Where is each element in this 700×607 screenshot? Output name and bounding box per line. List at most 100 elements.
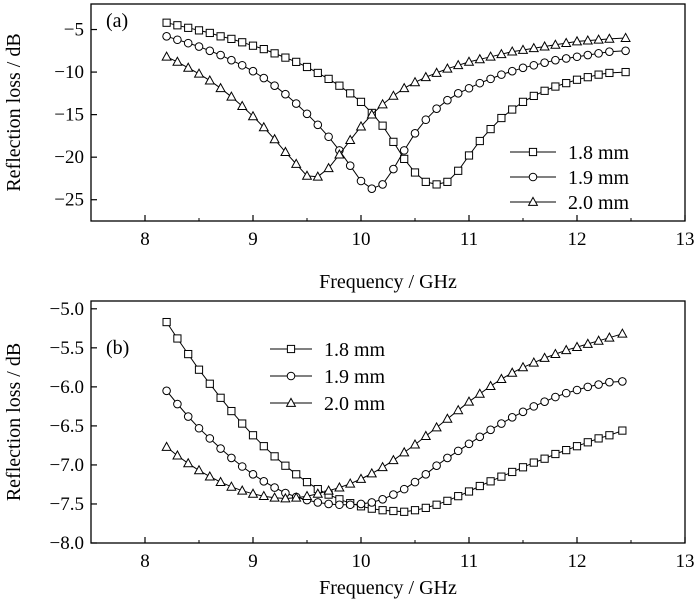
panel-label: (b): [106, 337, 129, 359]
data-point: [227, 453, 236, 463]
data-point: [292, 470, 301, 479]
legend-entry: 1.8 mm: [270, 339, 386, 361]
y-tick-label: −15: [54, 105, 84, 126]
data-point: [463, 56, 475, 66]
data-point: [464, 439, 474, 449]
legend-label: 2.0 mm: [324, 393, 386, 415]
x-axis-label: Frequency / GHz: [319, 271, 457, 293]
data-point: [247, 110, 259, 121]
data-point: [621, 46, 630, 56]
data-point: [216, 50, 225, 60]
y-axis-label: Reflection loss / dB: [3, 343, 25, 501]
data-point: [529, 91, 538, 101]
data-point: [529, 60, 539, 70]
data-point: [312, 488, 324, 498]
data-point: [344, 478, 356, 488]
data-point: [248, 66, 258, 76]
data-point: [194, 42, 204, 51]
data-point: [594, 434, 603, 443]
data-point: [529, 402, 539, 411]
y-tick-label: −8.0: [50, 533, 84, 554]
data-point: [454, 166, 463, 175]
x-tick-label: 10: [352, 551, 371, 572]
data-point: [593, 34, 604, 44]
data-point: [389, 164, 398, 174]
data-point: [605, 431, 614, 440]
x-tick-label: 9: [248, 229, 258, 250]
data-point: [345, 161, 355, 170]
data-point: [182, 62, 194, 72]
data-point: [583, 382, 593, 392]
data-point: [182, 457, 194, 468]
y-tick-label: −5: [64, 20, 84, 41]
x-tick-label: 11: [460, 229, 478, 250]
y-tick-label: −7.0: [50, 455, 84, 476]
data-point: [550, 39, 561, 49]
data-point: [518, 407, 528, 417]
data-point: [583, 50, 593, 60]
data-point: [162, 386, 171, 396]
data-point: [258, 121, 270, 132]
x-tick-label: 13: [676, 229, 695, 250]
data-point: [517, 44, 529, 54]
data-point: [399, 484, 409, 494]
data-point: [571, 35, 583, 46]
data-point: [540, 397, 549, 407]
series-line: [166, 333, 623, 500]
data-point: [539, 352, 550, 362]
data-point: [248, 431, 258, 440]
data-point: [594, 70, 603, 79]
data-point: [551, 392, 560, 402]
y-axis-label: Reflection loss / dB: [3, 33, 25, 191]
data-point: [518, 463, 528, 472]
data-point: [528, 357, 540, 367]
data-point: [389, 490, 398, 499]
data-point: [281, 89, 290, 99]
plot-frame: [90, 3, 686, 222]
data-point: [572, 385, 582, 395]
data-point: [248, 470, 258, 479]
data-point: [259, 45, 268, 54]
data-point: [409, 439, 421, 449]
data-point: [334, 148, 345, 159]
data-point: [454, 492, 463, 501]
data-point: [355, 120, 367, 131]
data-point: [378, 121, 387, 130]
data-point: [205, 379, 214, 388]
data-point: [605, 377, 614, 387]
data-point: [432, 104, 441, 113]
x-tick-label: 8: [140, 551, 150, 572]
data-point: [539, 40, 550, 51]
data-point: [583, 73, 592, 82]
y-tick-label: −25: [54, 190, 84, 211]
data-point: [313, 68, 322, 78]
legend-marker: [285, 397, 297, 407]
data-point: [464, 151, 474, 160]
y-tick-label: −5.0: [50, 299, 84, 320]
data-point: [507, 66, 517, 76]
data-point: [617, 328, 628, 338]
data-point: [453, 89, 463, 98]
x-tick-label: 12: [568, 229, 587, 250]
data-point: [290, 158, 302, 168]
legend-marker: [527, 196, 539, 206]
data-point: [496, 373, 507, 383]
x-axis-label: Frequency / GHz: [319, 577, 457, 599]
data-point: [238, 419, 247, 428]
data-point: [356, 176, 366, 186]
data-point: [605, 68, 614, 78]
data-point: [161, 51, 172, 61]
data-point: [204, 471, 216, 481]
data-point: [618, 426, 627, 435]
data-point: [517, 361, 529, 372]
series-circle: [162, 32, 630, 193]
data-point: [162, 32, 171, 41]
data-point: [269, 133, 280, 144]
y-tick-label: −20: [54, 147, 84, 168]
data-point: [236, 485, 248, 495]
data-point: [420, 71, 432, 82]
data-point: [388, 454, 399, 465]
data-point: [270, 452, 279, 461]
panel-a: 8 9 10 11 12 13 −5 −10 −15 −20 −25 Frequency / GHz R…: [3, 3, 695, 293]
